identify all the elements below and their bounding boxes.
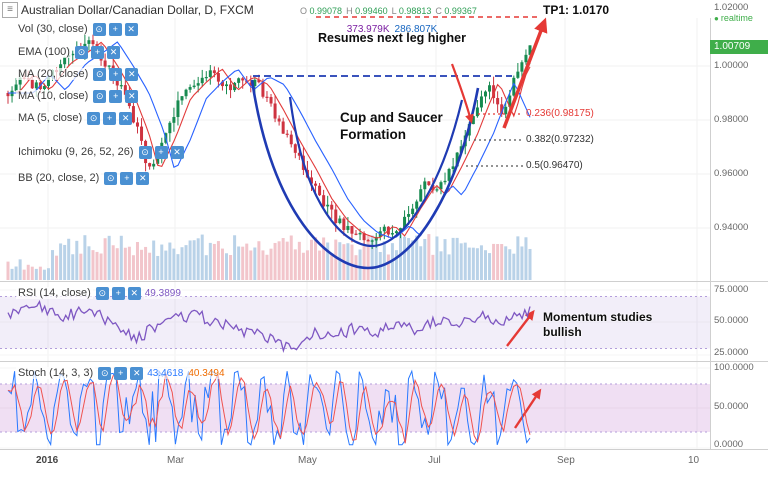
realtime-label: realtime xyxy=(720,13,753,23)
high-value: 0.99460 xyxy=(355,6,388,16)
volume-ma2-value: 286.807K xyxy=(393,23,439,35)
close-icon[interactable]: ✕ xyxy=(125,89,139,103)
legend-row-ema[interactable]: EMA (100) ⊙ + ✕ xyxy=(16,45,120,59)
stoch-k-value: 43.4618 xyxy=(146,367,185,379)
eye-icon[interactable]: ⊙ xyxy=(95,286,109,300)
legend-row-ma5[interactable]: MA (5, close) ⊙ + ✕ xyxy=(16,111,133,125)
tp1-target-annotation[interactable]: TP1: 1.0170 xyxy=(543,3,610,17)
ohlc-readout: O 0.99078 H 0.99460 L 0.98813 C 0.99367 xyxy=(300,6,481,16)
rsi-axis-label: 50.0000 xyxy=(714,315,749,326)
indicator-label: MA (10, close) xyxy=(16,90,91,102)
indicator-label: MA (5, close) xyxy=(16,112,85,124)
stoch-axis-label: 50.0000 xyxy=(714,401,749,412)
indicator-label: Ichimoku (9, 26, 52, 26) xyxy=(16,146,136,158)
time-axis-label: 10 xyxy=(688,455,700,466)
stoch-axis-label: 0.0000 xyxy=(714,439,744,450)
rsi-value: 49.3899 xyxy=(143,287,182,299)
close-icon[interactable]: ✕ xyxy=(170,145,184,159)
price-axis-label: 0.98000 xyxy=(714,114,749,125)
rsi-axis-label: 75.0000 xyxy=(714,284,749,295)
time-axis-label: Mar xyxy=(167,455,185,466)
rsi-axis-label: 25.0000 xyxy=(714,347,749,358)
time-axis-label: Jul xyxy=(428,455,441,466)
stoch-axis-label: 100.0000 xyxy=(714,362,754,373)
eye-icon[interactable]: ⊙ xyxy=(98,366,112,380)
close-icon[interactable]: ✕ xyxy=(125,67,139,81)
low-label: L xyxy=(391,6,397,16)
legend-row-volume[interactable]: Vol (30, close) ⊙ + ✕ 373.979K 286.807K xyxy=(16,22,439,36)
close-icon[interactable]: ✕ xyxy=(106,45,120,59)
eye-icon[interactable]: ⊙ xyxy=(104,171,118,185)
legend-row-rsi[interactable]: RSI (14, close) ⊙ + ✕ 49.3899 xyxy=(16,286,182,300)
time-axis-label: 2016 xyxy=(36,455,59,466)
close-icon[interactable]: ✕ xyxy=(136,171,150,185)
fib-level-382[interactable]: 0.382(0.97232) xyxy=(526,134,594,145)
price-axis-label: 1.02000 xyxy=(714,2,749,13)
settings-icon[interactable]: + xyxy=(103,111,117,125)
fib-level-236[interactable]: 0.236(0.98175) xyxy=(526,108,594,119)
close-value: 0.99367 xyxy=(444,6,477,16)
legend-row-stoch[interactable]: Stoch (14, 3, 3) ⊙ + ✕ 43.4618 40.3494 xyxy=(16,366,226,380)
fib-level-500[interactable]: 0.5(0.96470) xyxy=(526,160,583,171)
high-label: H xyxy=(346,6,353,16)
close-label: C xyxy=(435,6,442,16)
settings-icon[interactable]: + xyxy=(111,286,125,300)
close-icon[interactable]: ✕ xyxy=(119,111,133,125)
eye-icon[interactable]: ⊙ xyxy=(87,111,101,125)
annotation-cup-saucer[interactable]: Cup and Saucer Formation xyxy=(340,110,443,142)
eye-icon[interactable]: ⊙ xyxy=(93,67,107,81)
indicator-label: BB (20, close, 2) xyxy=(16,172,102,184)
time-axis-label: Sep xyxy=(557,455,575,466)
indicator-label: EMA (100) xyxy=(16,46,72,58)
eye-icon[interactable]: ⊙ xyxy=(93,89,107,103)
indicator-label: MA (20, close) xyxy=(16,68,91,80)
low-value: 0.98813 xyxy=(398,6,432,16)
price-axis-label: 0.96000 xyxy=(714,168,749,179)
settings-icon[interactable]: + xyxy=(90,45,104,59)
legend-row-ma20[interactable]: MA (20, close) ⊙ + ✕ xyxy=(16,67,139,81)
indicator-label: Vol (30, close) xyxy=(16,23,90,35)
eye-icon[interactable]: ⊙ xyxy=(92,22,106,36)
annotation-resumes[interactable]: Resumes next leg higher xyxy=(318,31,466,45)
open-label: O xyxy=(300,6,308,16)
volume-ma1-value: 373.979K xyxy=(345,23,391,35)
settings-icon[interactable]: + xyxy=(114,366,128,380)
annotation-momentum[interactable]: Momentum studies bullish xyxy=(543,310,653,339)
symbol-title[interactable]: Australian Dollar/Canadian Dollar, D, FX… xyxy=(21,3,254,17)
stoch-d-value: 40.3494 xyxy=(187,367,226,379)
settings-icon[interactable]: + xyxy=(109,67,123,81)
last-price-badge: 1.00709 xyxy=(710,40,768,54)
realtime-status: ● realtime xyxy=(714,13,753,23)
close-icon[interactable]: ✕ xyxy=(124,22,138,36)
price-axis-label: 0.94000 xyxy=(714,222,749,233)
legend-row-bb[interactable]: BB (20, close, 2) ⊙ + ✕ xyxy=(16,171,150,185)
eye-icon[interactable]: ⊙ xyxy=(138,145,152,159)
settings-icon[interactable]: + xyxy=(108,22,122,36)
close-icon[interactable]: ✕ xyxy=(130,366,144,380)
settings-icon[interactable]: + xyxy=(120,171,134,185)
price-axis-label: 1.00000 xyxy=(714,60,749,71)
legend-row-ma10[interactable]: MA (10, close) ⊙ + ✕ xyxy=(16,89,139,103)
eye-icon[interactable]: ⊙ xyxy=(74,45,88,59)
legend-row-ichimoku[interactable]: Ichimoku (9, 26, 52, 26) ⊙ + ✕ xyxy=(16,145,184,159)
indicator-label: Stoch (14, 3, 3) xyxy=(16,367,96,379)
settings-icon[interactable]: + xyxy=(109,89,123,103)
settings-icon[interactable]: + xyxy=(154,145,168,159)
realtime-dot-icon: ● xyxy=(714,14,719,23)
menu-icon[interactable]: ≡ xyxy=(2,2,18,18)
open-value: 0.99078 xyxy=(309,6,343,16)
close-icon[interactable]: ✕ xyxy=(127,286,141,300)
indicator-label: RSI (14, close) xyxy=(16,287,93,299)
time-axis-label: May xyxy=(298,455,317,466)
